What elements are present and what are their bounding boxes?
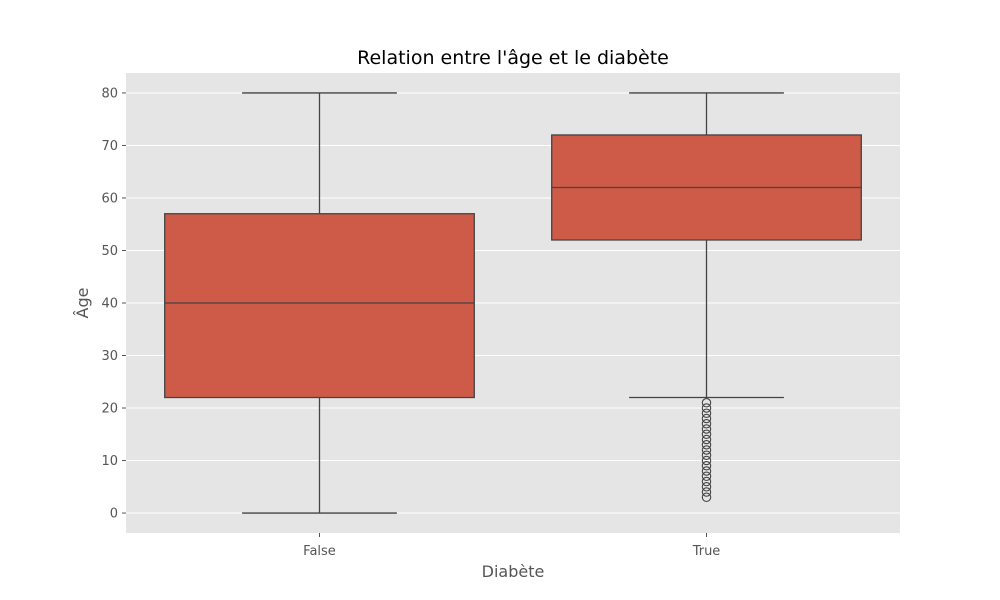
y-tick-label-60: 60 — [101, 191, 118, 206]
y-tick-label-30: 30 — [101, 349, 118, 364]
y-tick-label-70: 70 — [101, 139, 118, 154]
outlier-point-true-2 — [701, 482, 712, 492]
outlier-point-true-3 — [701, 476, 712, 487]
y-tick-label-20: 20 — [101, 402, 118, 417]
outlier-point-true-0 — [701, 492, 712, 503]
iqr-box-false — [164, 213, 475, 399]
outlier-point-true-16 — [701, 408, 712, 419]
x-tick-label-false: False — [303, 544, 336, 559]
y-tick-label-50: 50 — [101, 244, 118, 259]
outlier-point-true-14 — [701, 419, 712, 429]
outlier-point-true-13 — [701, 424, 712, 434]
chart-title: Relation entre l'âge et le diabète — [357, 47, 669, 69]
x-axis-title: Diabète — [482, 562, 545, 581]
x-axis-ticks: False True — [303, 533, 720, 559]
outlier-point-true-4 — [701, 471, 712, 482]
y-axis-ticks: 0 10 20 30 40 50 60 70 80 — [101, 86, 126, 522]
outlier-point-true-11 — [701, 434, 712, 445]
y-tick-label-0: 0 — [110, 507, 118, 522]
box-true — [551, 92, 862, 503]
outlier-point-true-7 — [701, 455, 712, 466]
outlier-point-true-6 — [701, 461, 712, 471]
x-tick-label-true: True — [692, 544, 721, 559]
outlier-point-true-15 — [701, 413, 712, 424]
outlier-point-true-18 — [701, 398, 712, 408]
y-tick-label-80: 80 — [101, 86, 118, 101]
outlier-point-true-17 — [701, 403, 712, 413]
outlier-point-true-5 — [701, 466, 712, 476]
y-axis-title: Âge — [73, 288, 92, 319]
box-false — [164, 92, 475, 514]
outlier-point-true-8 — [701, 450, 712, 461]
outlier-point-true-1 — [701, 487, 712, 497]
y-tick-label-10: 10 — [101, 454, 118, 469]
outlier-point-true-12 — [701, 429, 712, 440]
outlier-point-true-10 — [701, 440, 712, 450]
box-series — [164, 92, 862, 514]
y-tick-label-40: 40 — [101, 297, 118, 312]
outlier-point-true-9 — [701, 445, 712, 455]
